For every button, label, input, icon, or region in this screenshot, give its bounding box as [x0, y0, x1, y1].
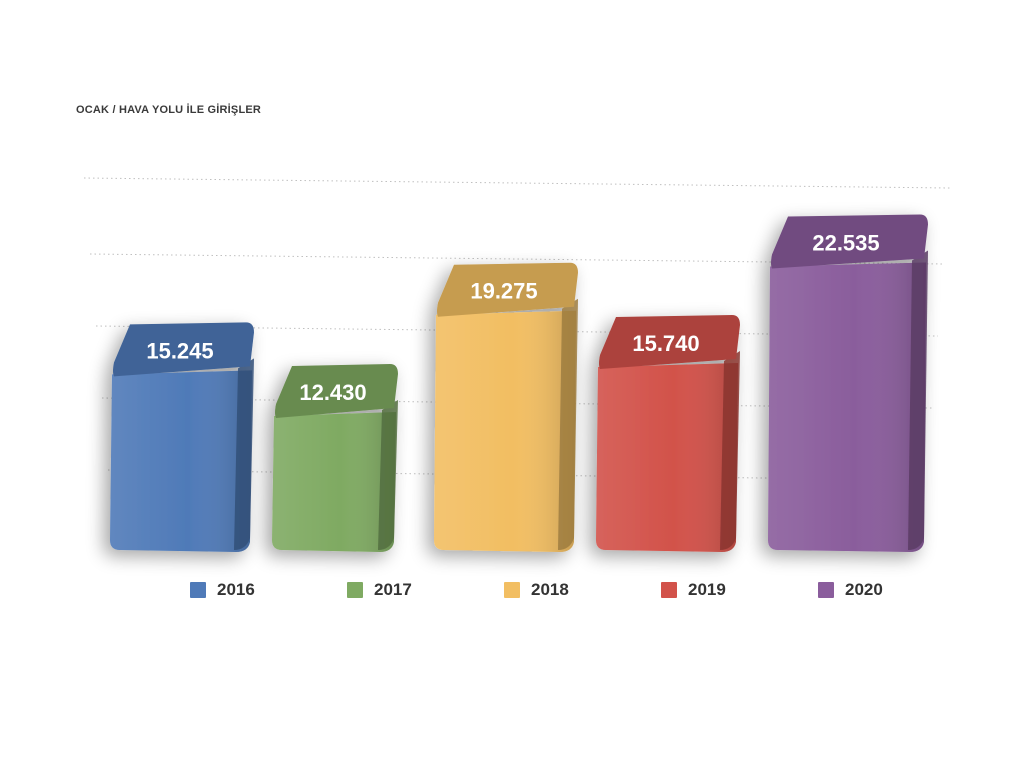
bar-2016: 15.245 [110, 322, 254, 552]
legend-swatch [190, 582, 206, 598]
legend-item-2017: 2017 [347, 580, 412, 600]
legend-label: 2017 [374, 580, 412, 599]
bar-top [599, 315, 740, 370]
legend: 2016 2017 2018 2019 2020 [190, 580, 910, 608]
grid-line [83, 177, 951, 189]
bar-top [113, 322, 254, 377]
legend-swatch [661, 582, 677, 598]
legend-item-2019: 2019 [661, 580, 726, 600]
legend-item-2018: 2018 [504, 580, 569, 600]
legend-label: 2019 [688, 580, 726, 599]
bars: 15.245 12.430 19.275 15.740 22.535 [110, 214, 928, 552]
legend-label: 2016 [217, 580, 255, 599]
bar-value-label: 15.740 [632, 331, 699, 356]
bar-top [275, 364, 398, 419]
bar-side [234, 358, 254, 550]
bar-side [720, 351, 740, 550]
legend-swatch [504, 582, 520, 598]
bar-2019: 15.740 [596, 315, 740, 552]
bar-2018: 19.275 [434, 262, 578, 552]
bar-side [908, 250, 928, 550]
legend-label: 2018 [531, 580, 569, 599]
bar-2020: 22.535 [768, 214, 928, 552]
legend-label: 2020 [845, 580, 883, 599]
legend-swatch [347, 582, 363, 598]
bar-top [437, 262, 578, 317]
legend-swatch [818, 582, 834, 598]
bar-value-label: 12.430 [299, 380, 366, 405]
bar-value-label: 15.245 [146, 338, 213, 363]
bar-value-label: 22.535 [812, 230, 879, 255]
bar-side [558, 298, 578, 550]
bar-value-label: 19.275 [470, 279, 537, 304]
bar-side [378, 400, 398, 550]
chart-title: OCAK / HAVA YOLU İLE GİRİŞLER [76, 104, 262, 116]
legend-item-2020: 2020 [818, 580, 883, 600]
bar-top [771, 214, 928, 269]
legend-item-2016: 2016 [190, 580, 255, 600]
bar-2017: 12.430 [272, 364, 398, 552]
